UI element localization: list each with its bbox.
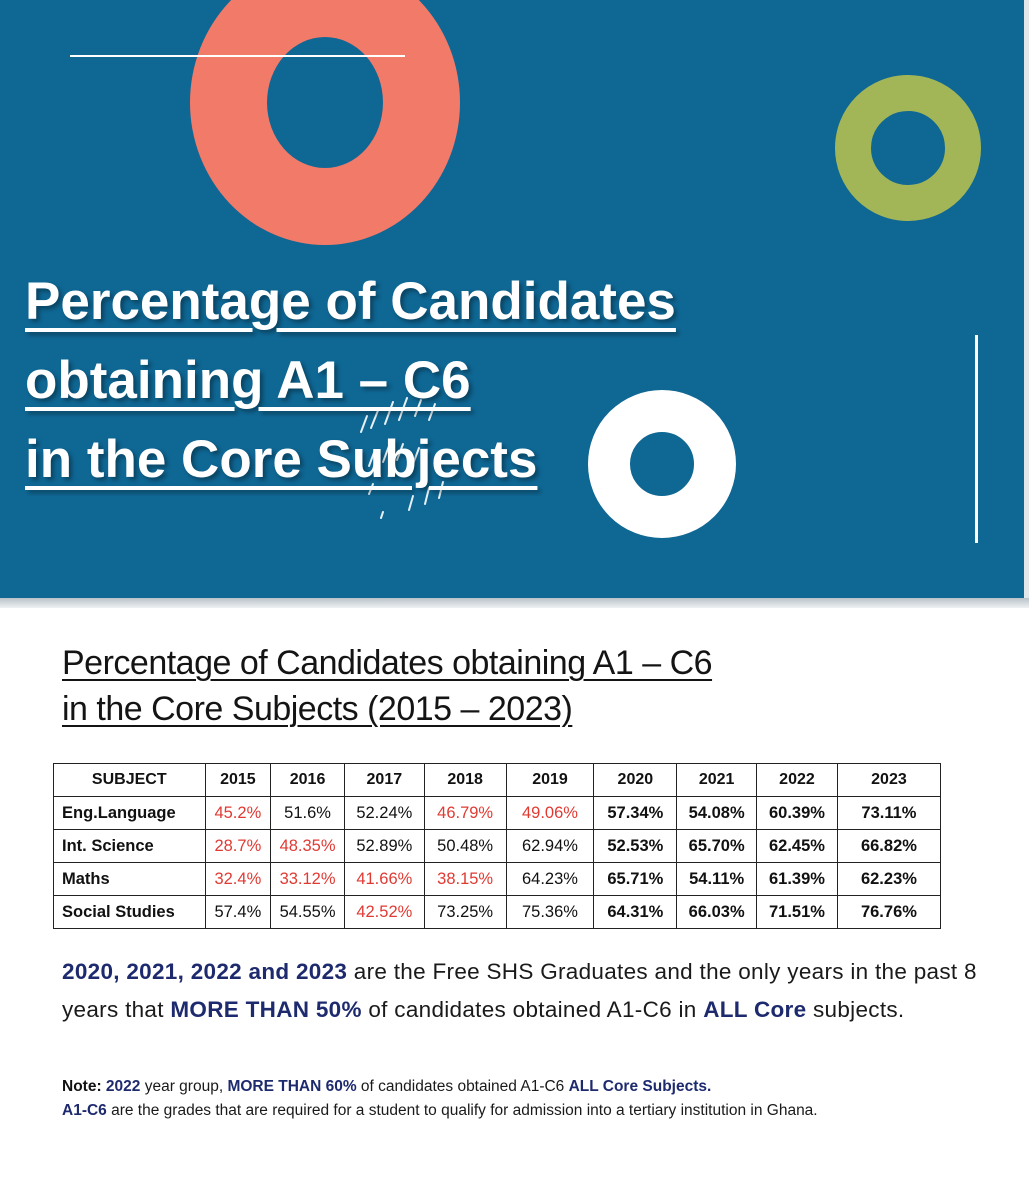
column-header: 2017 <box>343 763 425 797</box>
subject-cell: Maths <box>53 862 206 896</box>
summary-text: subjects. <box>806 997 905 1022</box>
subject-cell: Int. Science <box>53 829 206 863</box>
value-cell: 54.55% <box>270 895 345 929</box>
coral-ring-decoration <box>190 0 460 245</box>
value-cell: 60.39% <box>756 796 838 830</box>
summary-paragraph: 2020, 2021, 2022 and 2023 are the Free S… <box>62 953 992 1029</box>
value-cell: 62.23% <box>836 862 942 896</box>
slide-edge <box>1024 0 1029 598</box>
table-row: Maths 32.4% 33.12% 41.66% 38.15% 64.23% … <box>53 862 942 896</box>
slide-title: Percentage of Candidates obtaining A1 – … <box>25 262 676 499</box>
infographic-title-line: in the Core Subjects (2015 – 2023) <box>62 690 573 728</box>
value-cell: 49.06% <box>505 796 595 830</box>
hatch-marks-decoration <box>360 397 444 519</box>
value-cell: 46.79% <box>423 796 507 830</box>
value-cell: 32.4% <box>204 862 272 896</box>
table-row: Social Studies 57.4% 54.55% 42.52% 73.25… <box>53 895 942 929</box>
value-cell: 61.39% <box>756 862 838 896</box>
column-header: 2016 <box>270 763 345 797</box>
value-cell: 73.11% <box>836 796 942 830</box>
column-header: 2021 <box>676 763 758 797</box>
value-cell: 48.35% <box>270 829 345 863</box>
slide-title-line: Percentage of Candidates <box>25 272 676 331</box>
value-cell: 42.52% <box>343 895 425 929</box>
note-text: are the grades that are required for a s… <box>106 1102 818 1119</box>
value-cell: 52.89% <box>343 829 425 863</box>
column-header: 2015 <box>204 763 272 797</box>
summary-all-core: ALL Core <box>703 997 807 1022</box>
value-cell: 45.2% <box>204 796 272 830</box>
table-row: Int. Science 28.7% 48.35% 52.89% 50.48% … <box>53 829 942 863</box>
value-cell: 71.51% <box>756 895 838 929</box>
column-header: 2018 <box>423 763 507 797</box>
summary-text: of candidates obtained A1-C6 in <box>361 997 704 1022</box>
summary-text: are the Free SHS Graduates and the only … <box>62 959 977 1022</box>
side-line-decoration <box>975 335 978 543</box>
value-cell: 38.15% <box>423 862 507 896</box>
value-cell: 75.36% <box>505 895 595 929</box>
subject-cell: Social Studies <box>53 895 206 929</box>
note-label: Note: <box>62 1078 102 1095</box>
value-cell: 64.31% <box>593 895 678 929</box>
value-cell: 51.6% <box>270 796 345 830</box>
column-header: 2023 <box>836 763 942 797</box>
results-table: SUBJECT 2015 2016 2017 2018 2019 2020 20… <box>53 763 942 929</box>
value-cell: 76.76% <box>836 895 942 929</box>
value-cell: 62.94% <box>505 829 595 863</box>
infographic-title-line: Percentage of Candidates obtaining A1 – … <box>62 644 713 682</box>
title-slide: Percentage of Candidates obtaining A1 – … <box>0 0 1024 598</box>
value-cell: 54.08% <box>676 796 758 830</box>
summary-highlight: MORE THAN 50% <box>170 997 362 1022</box>
slide-shadow <box>0 598 1029 608</box>
slide-title-line: in the Core Subjects <box>25 430 538 489</box>
table-header-row: SUBJECT 2015 2016 2017 2018 2019 2020 20… <box>53 763 942 797</box>
green-ring-decoration <box>835 75 981 221</box>
value-cell: 62.45% <box>756 829 838 863</box>
value-cell: 66.82% <box>836 829 942 863</box>
value-cell: 28.7% <box>204 829 272 863</box>
value-cell: 52.53% <box>593 829 678 863</box>
value-cell: 64.23% <box>505 862 595 896</box>
value-cell: 41.66% <box>343 862 425 896</box>
slide-title-line: obtaining A1 – C6 <box>25 351 471 410</box>
infographic-title: Percentage of Candidates obtaining A1 – … <box>62 640 713 732</box>
column-header: 2020 <box>593 763 678 797</box>
column-header: 2022 <box>756 763 838 797</box>
note-paragraph: Note: 2022 year group, MORE THAN 60% of … <box>62 1075 997 1123</box>
value-cell: 65.70% <box>676 829 758 863</box>
note-text: year group, <box>140 1078 228 1095</box>
table-row: Eng.Language 45.2% 51.6% 52.24% 46.79% 4… <box>53 796 942 830</box>
summary-years: 2020, 2021, 2022 and 2023 <box>62 959 348 984</box>
value-cell: 57.4% <box>204 895 272 929</box>
note-text: of candidates obtained A1-C6 <box>356 1078 569 1095</box>
value-cell: 33.12% <box>270 862 345 896</box>
top-line-decoration <box>70 55 405 57</box>
note-all-core: ALL Core Subjects. <box>568 1078 712 1095</box>
column-header: SUBJECT <box>53 763 206 797</box>
value-cell: 65.71% <box>593 862 678 896</box>
value-cell: 52.24% <box>343 796 425 830</box>
subject-cell: Eng.Language <box>53 796 206 830</box>
column-header: 2019 <box>505 763 595 797</box>
value-cell: 57.34% <box>593 796 678 830</box>
value-cell: 54.11% <box>676 862 758 896</box>
note-year-group: 2022 <box>101 1078 141 1095</box>
note-grades: A1-C6 <box>62 1102 107 1119</box>
value-cell: 50.48% <box>423 829 507 863</box>
value-cell: 73.25% <box>423 895 507 929</box>
note-highlight: MORE THAN 60% <box>227 1078 357 1095</box>
value-cell: 66.03% <box>676 895 758 929</box>
